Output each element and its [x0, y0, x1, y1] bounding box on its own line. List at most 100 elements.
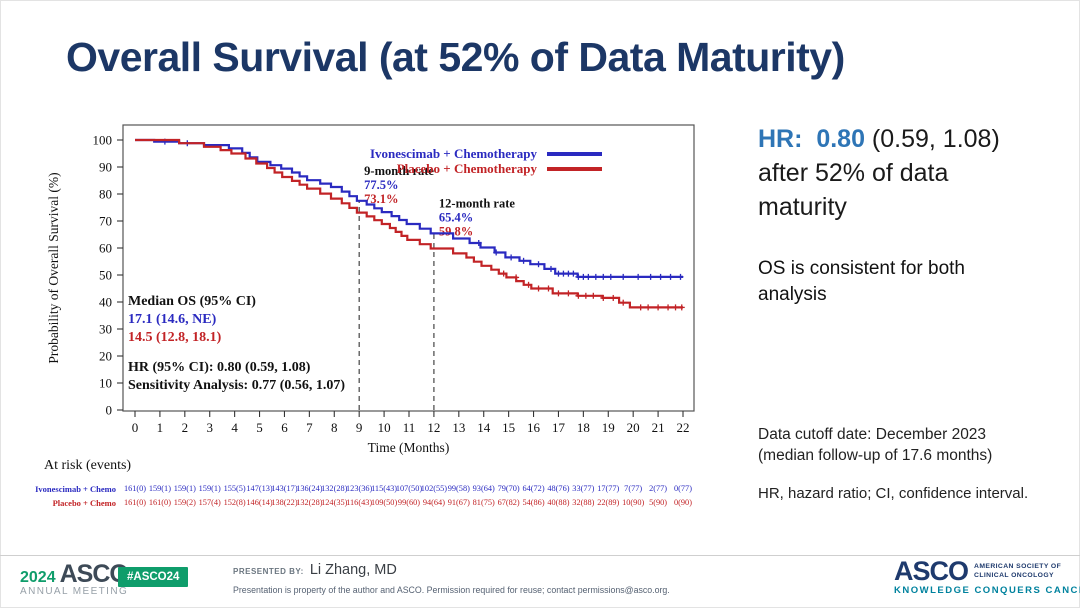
- x-tick-label: 12: [427, 420, 440, 435]
- at-risk-cell: 138(22): [271, 497, 298, 507]
- stats-line: Median OS (95% CI): [128, 294, 256, 309]
- stats-line: 14.5 (12.8, 18.1): [128, 330, 222, 345]
- at-risk-cell: 159(2): [173, 497, 196, 507]
- x-tick-label: 3: [206, 420, 213, 435]
- stats-line: HR (95% CI): 0.80 (0.59, 1.08): [128, 360, 311, 375]
- presented-by-label: PRESENTED BY:: [233, 567, 304, 576]
- hr-headline: HR: 0.80 (0.59, 1.08) after 52% of data ma…: [758, 122, 1070, 224]
- at-risk-cell: 161(0): [123, 497, 147, 507]
- x-tick-label: 21: [652, 420, 665, 435]
- at-risk-cell: 0(77): [673, 484, 692, 493]
- x-tick-label: 16: [527, 420, 541, 435]
- at-risk-cell: 161(0): [123, 484, 147, 493]
- y-axis: 0 10 20 30 40 50 60 70 80 90 100: [93, 133, 123, 418]
- asco-annual-meeting-lockup: 2024 ASCO ANNUAL MEETING: [20, 560, 129, 597]
- legend-label: Placebo + Chemotherapy: [397, 161, 538, 176]
- at-risk-cell: 64(72): [522, 484, 545, 493]
- at-risk-cell: 81(75): [472, 497, 495, 507]
- at-risk-cell: 40(88): [547, 497, 570, 507]
- hr-headline-part: HR: 0.80: [758, 125, 865, 153]
- asco-logo-subtitle-line2: CLINICAL ONCOLOGY: [974, 571, 1054, 579]
- footer-asco-wordmark: ASCO: [59, 560, 129, 588]
- data-cutoff-line1: Data cutoff date: December 2023: [758, 426, 987, 443]
- y-tick-label: 50: [99, 268, 112, 283]
- milestone-label: 9-month rate: [364, 164, 434, 178]
- x-tick-label: 19: [602, 420, 615, 435]
- at-risk-cell: 54(86): [522, 497, 545, 507]
- survival-curve-0: [135, 138, 683, 278]
- abbreviations-text: HR, hazard ratio; CI, confidence interva…: [758, 485, 1029, 502]
- at-risk-cell: 22(89): [597, 497, 620, 507]
- x-tick-label: 4: [231, 420, 238, 435]
- at-risk-cell: 102(55): [420, 484, 448, 493]
- x-axis: 0 1 2 3 4 5 6 7 8 9 10 11 12 13 14 15 16 17 18 19 20 21 22: [132, 411, 690, 435]
- at-risk-cell: 159(1): [173, 484, 196, 493]
- legend-row: Placebo + Chemotherapy: [397, 161, 602, 176]
- asco-logo-wordmark: ASCO: [894, 556, 969, 586]
- at-risk-row-label: Ivonescimab + Chemo: [35, 484, 116, 494]
- disclaimer-text: Presentation is property of the author a…: [233, 585, 670, 595]
- y-tick-label: 60: [99, 241, 112, 256]
- asco-logo: ASCO AMERICAN SOCIETY OF CLINICAL ONCOLO…: [894, 556, 1080, 597]
- at-risk-cell: 159(1): [198, 484, 221, 493]
- at-risk-cell: 147(13): [246, 484, 273, 493]
- hr-headline-line: HR: 0.80 (0.59, 1.08): [758, 122, 1070, 156]
- x-tick-label: 8: [331, 420, 338, 435]
- at-risk-cell: 2(77): [649, 484, 668, 493]
- x-tick-label: 14: [477, 420, 491, 435]
- milestone-label: 12-month rate: [439, 196, 515, 210]
- at-risk-cell: 107(50): [395, 484, 423, 493]
- at-risk-cell: 124(35): [321, 497, 348, 507]
- stats-line: 17.1 (14.6, NE): [128, 312, 217, 327]
- legend-row: Ivonescimab + Chemotherapy: [370, 146, 602, 161]
- asco-logo-tagline: KNOWLEDGE CONQUERS CANCER: [894, 585, 1080, 596]
- x-tick-label: 6: [281, 420, 288, 435]
- at-risk-cell: 123(36): [346, 484, 373, 493]
- x-axis-title: Time (Months): [368, 440, 450, 455]
- at-risk-cell: 99(60): [397, 497, 421, 507]
- at-risk-cell: 32(88): [572, 497, 595, 507]
- at-risk-cell: 10(90): [622, 497, 645, 507]
- hr-headline-line: maturity: [758, 190, 1070, 224]
- at-risk-cell: 132(28): [321, 484, 348, 493]
- milestone-rate: 59.8%: [439, 224, 473, 238]
- y-tick-label: 20: [99, 349, 112, 364]
- footer-year: 2024: [20, 569, 56, 586]
- y-tick-label: 70: [99, 214, 112, 229]
- x-tick-label: 18: [577, 420, 590, 435]
- asco-logo-subtitle: AMERICAN SOCIETY OF CLINICAL ONCOLOGY: [974, 563, 1061, 580]
- x-tick-label: 11: [403, 420, 416, 435]
- stats-line: Sensitivity Analysis: 0.77 (0.56, 1.07): [128, 378, 345, 393]
- y-tick-label: 80: [99, 187, 112, 202]
- milestone-rate: 77.5%: [364, 178, 398, 192]
- at-risk-cell: 99(58): [447, 484, 470, 493]
- at-risk-cell: 157(4): [198, 497, 221, 507]
- x-tick-label: 0: [132, 420, 139, 435]
- x-tick-label: 15: [502, 420, 515, 435]
- y-tick-label: 90: [99, 160, 112, 175]
- hashtag-badge: #ASCO24: [118, 567, 189, 587]
- at-risk-cell: 5(90): [649, 497, 668, 507]
- x-tick-label: 9: [356, 420, 363, 435]
- at-risk-cell: 48(76): [547, 484, 570, 493]
- at-risk-cell: 161(0): [148, 497, 171, 507]
- milestone-rate: 73.1%: [364, 192, 398, 206]
- at-risk-cell: 109(50): [370, 497, 398, 507]
- at-risk-cell: 115(43): [371, 484, 398, 493]
- at-risk-cell: 136(24): [296, 484, 323, 493]
- x-tick-label: 10: [378, 420, 391, 435]
- x-tick-label: 5: [256, 420, 263, 435]
- x-tick-label: 20: [627, 420, 640, 435]
- hr-headline-part: maturity: [758, 193, 847, 221]
- y-tick-label: 30: [99, 322, 112, 337]
- x-tick-label: 17: [552, 420, 566, 435]
- y-tick-label: 40: [99, 295, 112, 310]
- y-tick-label: 10: [99, 376, 112, 391]
- x-tick-label: 1: [157, 420, 164, 435]
- at-risk-cell: 17(77): [597, 484, 620, 493]
- x-tick-label: 22: [677, 420, 690, 435]
- x-tick-label: 2: [182, 420, 189, 435]
